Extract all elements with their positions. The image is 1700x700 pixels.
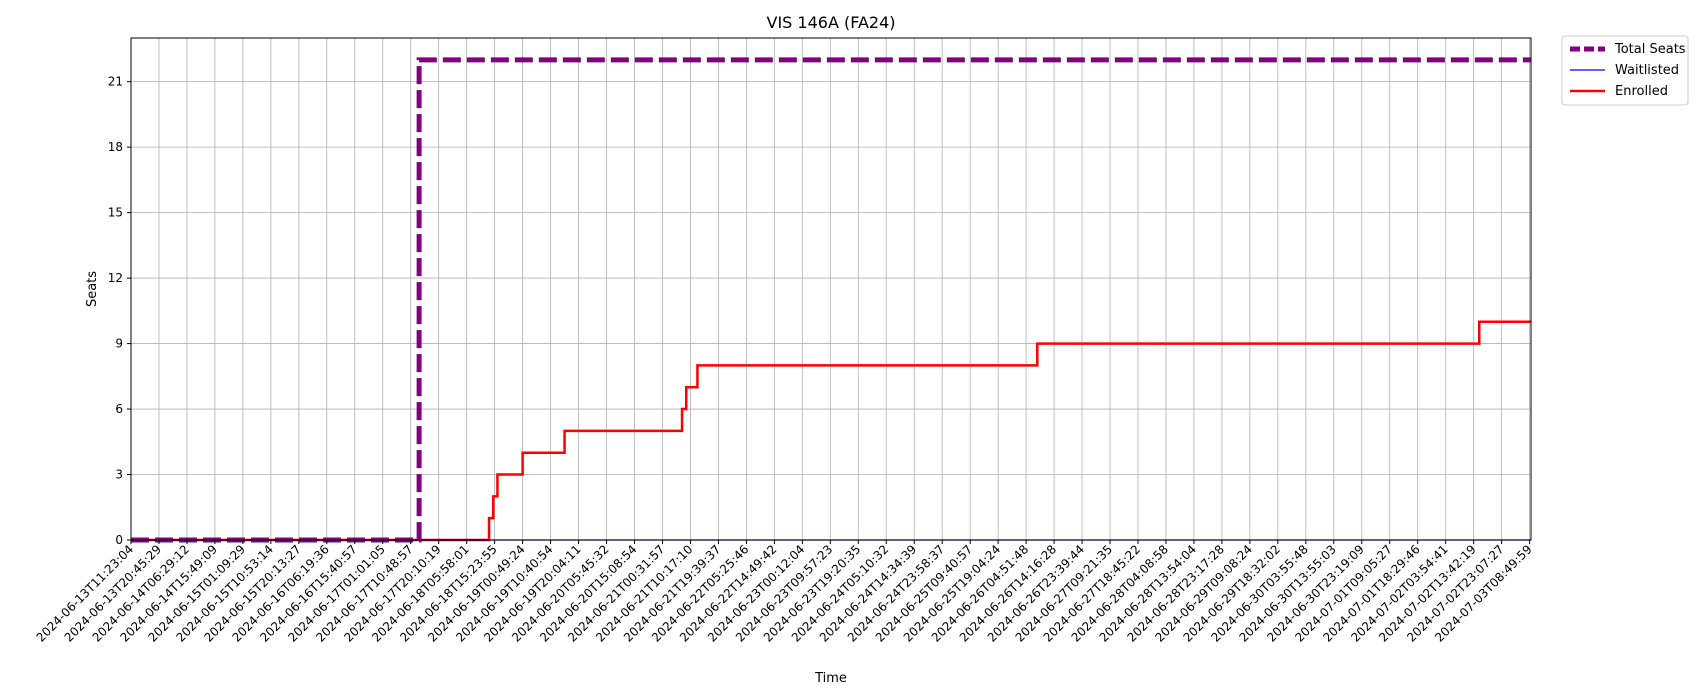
series-layer (131, 57, 1531, 543)
y-axis-ticks: 0 3 6 9 12 15 18 21 (108, 75, 131, 547)
series-line-total-seats (131, 57, 1531, 543)
y-tick-label: 3 (115, 468, 123, 482)
y-tick-label: 15 (108, 206, 123, 220)
y-axis-label: Seats (85, 271, 100, 307)
y-tick-label: 6 (115, 402, 123, 416)
y-tick-label: 12 (108, 271, 123, 285)
legend-label: Total Seats (1614, 42, 1686, 57)
legend: Total Seats Waitlisted Enrolled (1561, 35, 1689, 106)
legend-label: Enrolled (1615, 84, 1668, 99)
y-tick-label: 0 (115, 533, 123, 547)
y-tick-label: 21 (108, 75, 123, 89)
x-axis-ticks: 2024-06-13T11:23:042024-06-13T20:45:2920… (34, 540, 1535, 645)
legend-label: Waitlisted (1615, 63, 1679, 78)
y-tick-label: 9 (115, 337, 123, 351)
plot-frame (130, 37, 1532, 541)
chart-title: VIS 146A (FA24) (767, 13, 896, 32)
legend-box (1561, 35, 1689, 106)
grid (130, 38, 1531, 541)
x-axis-label: Time (814, 671, 847, 686)
series-line-enrolled (131, 320, 1531, 542)
y-tick-label: 18 (108, 140, 123, 154)
